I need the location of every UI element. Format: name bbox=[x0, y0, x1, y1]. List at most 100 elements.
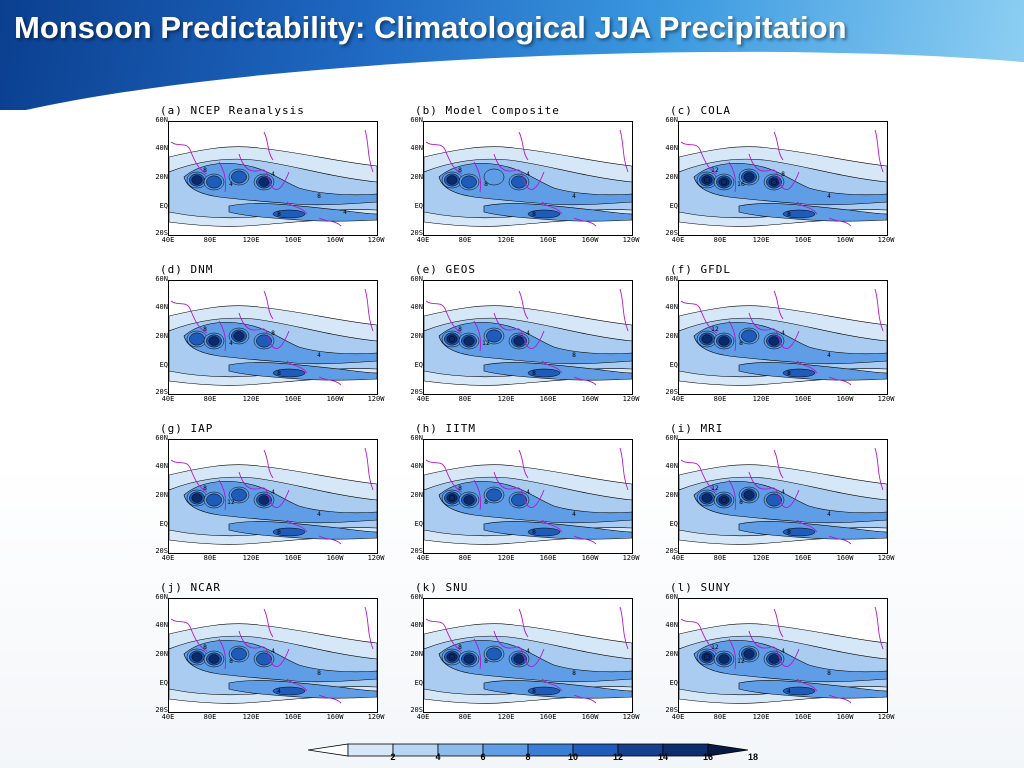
colorbar-tick-label: 18 bbox=[747, 752, 758, 762]
contour-label: 8 bbox=[739, 499, 743, 506]
y-tick-label: 60N bbox=[410, 275, 423, 283]
x-tick-label: 80E bbox=[713, 236, 727, 244]
y-tick-label: 20S bbox=[155, 547, 168, 555]
x-tick-label: 80E bbox=[458, 236, 472, 244]
contour-label: 8 bbox=[229, 658, 233, 665]
y-tick-label: 20S bbox=[410, 229, 423, 237]
map-panel: (i) MRI 12 8 4 4 8 60N 40N 20N EQ 20S 40E 80E 120E 160… bbox=[658, 422, 908, 572]
x-tick-label: 80E bbox=[713, 395, 727, 403]
x-tick-label: 40E bbox=[161, 713, 175, 721]
panel-label: (j) NCAR bbox=[160, 581, 221, 594]
x-tick-label: 120E bbox=[497, 236, 515, 244]
contour-label: 12 bbox=[737, 658, 745, 665]
y-tick-label: 20N bbox=[410, 332, 423, 340]
contour-label: 8 bbox=[532, 211, 536, 218]
x-tick-label: 80E bbox=[458, 554, 472, 562]
contour-label: 4 bbox=[781, 330, 785, 337]
y-tick-label: 60N bbox=[665, 116, 678, 124]
y-tick-label: 20N bbox=[155, 332, 168, 340]
y-tick-label: 20S bbox=[665, 547, 678, 555]
contour-label: 12 bbox=[227, 499, 235, 506]
contour-label: 8 bbox=[532, 688, 536, 695]
x-tick-label: 80E bbox=[713, 713, 727, 721]
y-tick-label: EQ bbox=[414, 361, 423, 369]
y-tick-label: 60N bbox=[410, 116, 423, 124]
contour-label: 8 bbox=[572, 670, 576, 677]
contour-label: 8 bbox=[532, 370, 536, 377]
y-tick-label: 20N bbox=[665, 332, 678, 340]
x-tick-label: 160E bbox=[539, 554, 557, 562]
panel-label: (d) DNM bbox=[160, 263, 214, 276]
y-tick-label: 60N bbox=[155, 434, 168, 442]
contour-label: 8 bbox=[739, 340, 743, 347]
contour-label: 12 bbox=[711, 485, 719, 492]
contour-label: 4 bbox=[827, 193, 831, 200]
x-tick-label: 120W bbox=[877, 554, 895, 562]
page-title: Monsoon Predictability: Climatological J… bbox=[14, 10, 847, 45]
panel-label: (k) SNU bbox=[415, 581, 469, 594]
panel-label: (f) GFDL bbox=[670, 263, 731, 276]
contour-label: 8 bbox=[532, 529, 536, 536]
colorbar bbox=[308, 743, 748, 757]
contour-label: 8 bbox=[458, 485, 462, 492]
y-tick-label: EQ bbox=[159, 679, 168, 687]
x-tick-label: 80E bbox=[713, 554, 727, 562]
x-tick-label: 40E bbox=[161, 395, 175, 403]
x-tick-label: 120W bbox=[622, 713, 640, 721]
contour-label: 4 bbox=[827, 352, 831, 359]
x-tick-label: 40E bbox=[416, 554, 430, 562]
contour-label: 8 bbox=[277, 211, 281, 218]
x-tick-label: 160E bbox=[794, 395, 812, 403]
contour-label: 4 bbox=[526, 489, 530, 496]
x-tick-label: 80E bbox=[203, 236, 217, 244]
contour-label: 4 bbox=[317, 352, 321, 359]
contour-label: 8 bbox=[827, 670, 831, 677]
contour-label: 8 bbox=[458, 167, 462, 174]
contour-label: 4 bbox=[343, 209, 347, 216]
contour-label: 4 bbox=[229, 340, 233, 347]
panel-label: (g) IAP bbox=[160, 422, 214, 435]
x-tick-label: 80E bbox=[203, 554, 217, 562]
precip-map-svg: 8 8 4 4 8 bbox=[424, 447, 632, 545]
precip-map-svg: 8 4 8 4 8 bbox=[169, 288, 377, 386]
contour-label: 8 bbox=[458, 326, 462, 333]
contour-label: 4 bbox=[229, 181, 233, 188]
map-panel: (g) IAP 8 12 4 4 8 60N 40N 20N EQ 20S 40E 80E 120E 160… bbox=[148, 422, 398, 572]
y-tick-label: 40N bbox=[665, 303, 678, 311]
y-tick-label: 40N bbox=[155, 144, 168, 152]
y-tick-label: 40N bbox=[155, 462, 168, 470]
contour-label: 4 bbox=[277, 688, 281, 695]
contour-label: 4 bbox=[271, 489, 275, 496]
map-panel: (e) GEOS 8 12 4 8 8 60N 40N 20N EQ 20S 40E 80E 120E 16… bbox=[403, 263, 653, 413]
contour-label: 8 bbox=[458, 644, 462, 651]
contour-label: 4 bbox=[781, 489, 785, 496]
y-tick-label: 40N bbox=[155, 303, 168, 311]
precip-map-svg: 12 12 4 8 4 bbox=[679, 606, 887, 704]
precip-map-svg: 8 8 4 8 4 bbox=[169, 606, 377, 704]
y-tick-label: 20S bbox=[155, 388, 168, 396]
precip-map: 8 12 4 4 8 bbox=[168, 439, 378, 554]
x-tick-label: 160W bbox=[326, 713, 344, 721]
x-tick-label: 120W bbox=[367, 554, 385, 562]
contour-label: 4 bbox=[572, 511, 576, 518]
contour-label: 12 bbox=[482, 340, 490, 347]
x-tick-label: 160W bbox=[836, 554, 854, 562]
contour-label: 16 bbox=[737, 181, 745, 188]
contour-label: 8 bbox=[277, 529, 281, 536]
y-tick-label: 40N bbox=[665, 462, 678, 470]
y-tick-label: 20S bbox=[410, 388, 423, 396]
y-tick-label: 60N bbox=[665, 434, 678, 442]
x-tick-label: 40E bbox=[161, 554, 175, 562]
panel-label: (a) NCEP Reanalysis bbox=[160, 104, 305, 117]
contour-label: 8 bbox=[317, 670, 321, 677]
precip-map: 12 8 4 4 8 bbox=[678, 439, 888, 554]
y-tick-label: 40N bbox=[410, 462, 423, 470]
x-tick-label: 80E bbox=[203, 395, 217, 403]
y-tick-label: 20S bbox=[155, 706, 168, 714]
contour-label: 12 bbox=[711, 167, 719, 174]
precip-map-svg: 12 16 8 4 8 bbox=[679, 129, 887, 227]
x-tick-label: 120E bbox=[497, 713, 515, 721]
x-tick-label: 80E bbox=[203, 713, 217, 721]
header-banner bbox=[0, 0, 1024, 110]
y-tick-label: 40N bbox=[410, 303, 423, 311]
